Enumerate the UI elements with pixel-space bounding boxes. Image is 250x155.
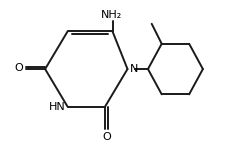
Text: O: O	[14, 63, 23, 73]
Text: O: O	[102, 132, 110, 142]
Text: NH₂: NH₂	[100, 10, 122, 20]
Text: N: N	[130, 64, 138, 74]
Text: HN: HN	[49, 102, 65, 112]
